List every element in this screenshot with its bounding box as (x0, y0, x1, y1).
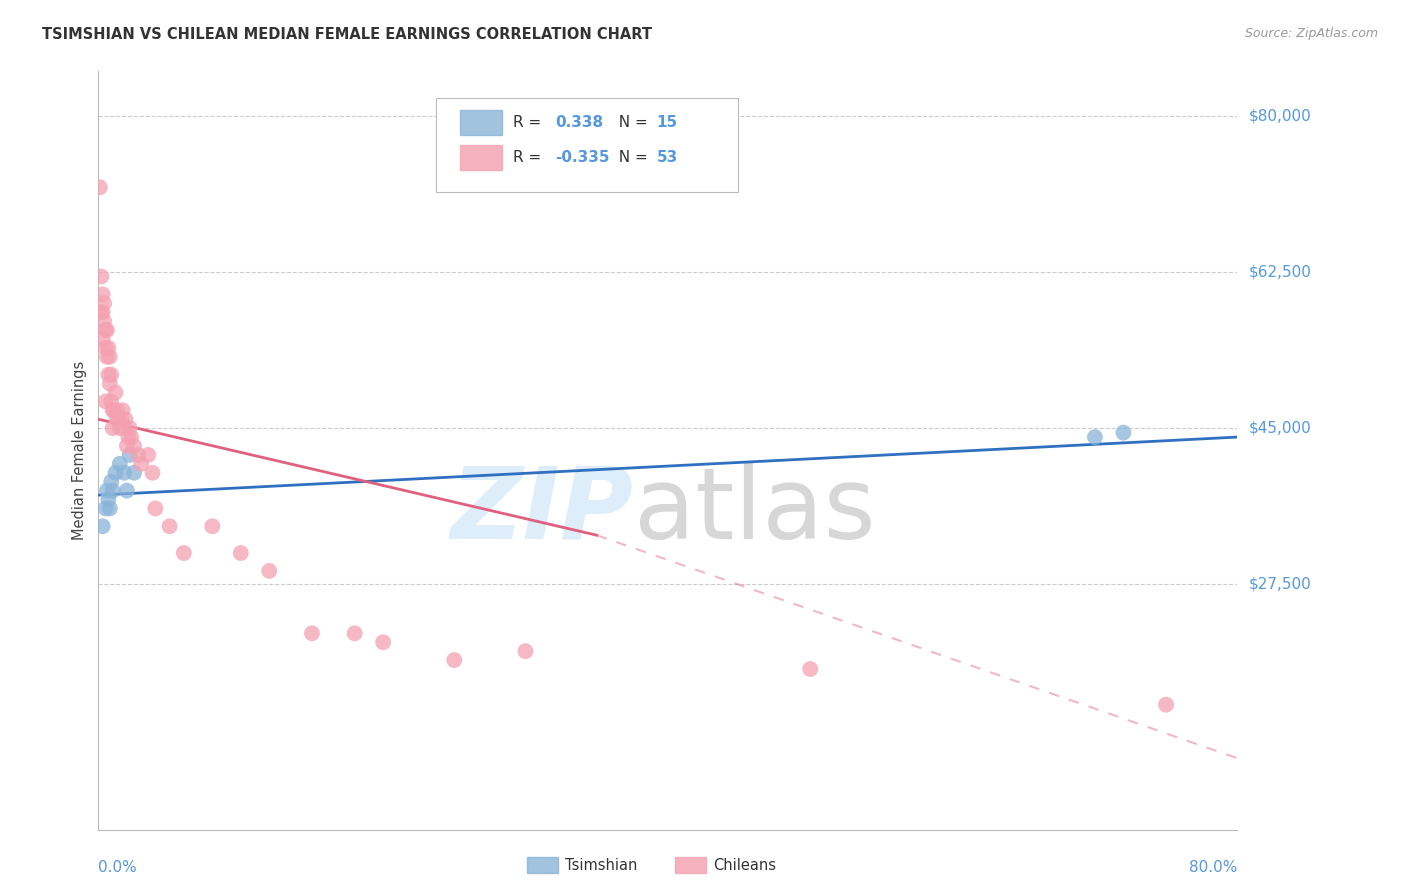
Point (1112, 425, 1135, 440)
Point (114, 412, 136, 426)
Point (110, 412, 132, 426)
Point (97, 368, 120, 382)
Point (94, 394, 117, 409)
Point (90, 269, 112, 284)
Text: 53: 53 (657, 151, 678, 165)
Point (117, 430, 139, 444)
Point (136, 448, 159, 462)
Point (101, 403, 124, 417)
Point (100, 475, 122, 489)
Point (112, 421, 135, 435)
Text: $27,500: $27,500 (1249, 577, 1312, 591)
Point (201, 519, 224, 533)
Text: N =: N = (609, 151, 652, 165)
Point (105, 412, 128, 426)
Point (100, 394, 122, 409)
Text: $80,000: $80,000 (1249, 109, 1312, 123)
Point (111, 403, 134, 417)
Point (259, 564, 281, 578)
Point (91, 305, 114, 319)
Text: $45,000: $45,000 (1249, 421, 1312, 435)
Point (96, 350, 118, 364)
Point (105, 403, 128, 417)
Point (122, 439, 145, 453)
Point (145, 501, 167, 516)
Point (98, 501, 121, 516)
Text: R =: R = (513, 115, 547, 129)
Point (90, 305, 112, 319)
Text: 15: 15 (657, 115, 678, 129)
Point (97, 492, 120, 507)
Point (104, 466, 127, 480)
Point (118, 448, 141, 462)
Text: -0.335: -0.335 (555, 151, 610, 165)
Point (515, 644, 537, 658)
Text: R =: R = (513, 151, 547, 165)
Point (94, 341, 117, 355)
Point (1084, 430, 1107, 444)
Point (97, 341, 120, 355)
Point (301, 626, 323, 640)
Point (115, 439, 138, 453)
Text: Source: ZipAtlas.com: Source: ZipAtlas.com (1244, 27, 1378, 40)
Point (107, 412, 129, 426)
Point (443, 653, 465, 667)
Point (101, 421, 124, 435)
Text: 0.338: 0.338 (555, 115, 603, 129)
Point (122, 466, 145, 480)
Point (127, 448, 149, 462)
Point (93, 314, 115, 328)
Point (343, 626, 366, 640)
Text: 80.0%: 80.0% (1189, 860, 1237, 875)
Point (100, 368, 122, 382)
Point (129, 457, 152, 471)
Y-axis label: Median Female Earnings: Median Female Earnings (72, 361, 87, 540)
Text: TSIMSHIAN VS CHILEAN MEDIAN FEMALE EARNINGS CORRELATION CHART: TSIMSHIAN VS CHILEAN MEDIAN FEMALE EARNI… (42, 27, 652, 42)
Point (89, 180, 111, 194)
Point (91, 287, 114, 301)
Point (108, 457, 131, 471)
Point (103, 403, 125, 417)
Point (112, 466, 135, 480)
Point (94, 501, 117, 516)
Point (1154, 698, 1177, 712)
Point (799, 662, 821, 676)
Point (93, 296, 115, 310)
Text: Tsimshian: Tsimshian (565, 858, 637, 872)
Point (118, 421, 141, 435)
Point (173, 546, 195, 560)
Point (98, 376, 121, 391)
Text: N =: N = (609, 115, 652, 129)
Point (229, 546, 252, 560)
Point (98, 350, 121, 364)
Point (104, 385, 127, 400)
Text: Chileans: Chileans (713, 858, 776, 872)
Point (141, 466, 163, 480)
Point (91, 332, 114, 346)
Point (94, 323, 117, 337)
Text: ZIP: ZIP (451, 463, 634, 559)
Text: 0.0%: 0.0% (98, 860, 138, 875)
Text: atlas: atlas (634, 463, 876, 559)
Point (101, 483, 124, 498)
Point (96, 483, 118, 498)
Point (96, 323, 118, 337)
Point (159, 519, 181, 533)
Point (373, 635, 395, 649)
Text: $62,500: $62,500 (1249, 265, 1312, 279)
Point (115, 483, 138, 498)
Point (108, 421, 131, 435)
Point (91, 519, 114, 533)
Point (120, 430, 142, 444)
